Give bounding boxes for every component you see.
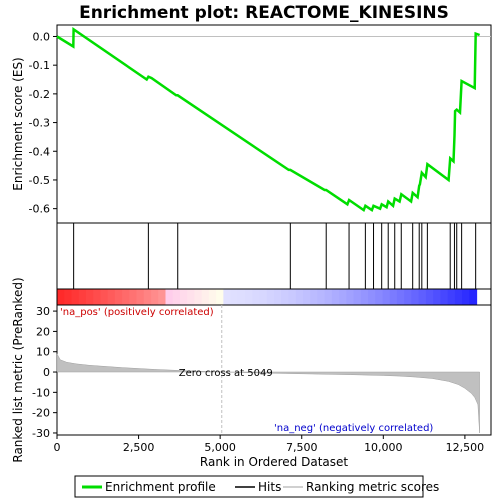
x-tick-label: 10,000 — [364, 441, 403, 454]
x-tick-label: 12,500 — [446, 441, 485, 454]
heatmap-cell — [462, 289, 470, 305]
heatmap-cell — [194, 289, 203, 305]
heatmap-cell — [339, 289, 347, 305]
heatmap-cell — [201, 289, 210, 305]
heatmap-cell — [360, 289, 369, 305]
heatmap-cell — [208, 289, 217, 305]
positive-correlation-label: 'na_pos' (positively correlated) — [60, 307, 214, 318]
metric-y-tick-label: -10 — [32, 386, 50, 399]
es-y-tick-label: -0.3 — [29, 117, 50, 130]
heatmap-cell — [158, 289, 167, 305]
heatmap-cell — [136, 289, 145, 305]
heatmap-cell — [418, 289, 427, 305]
es-panel-frame — [56, 24, 492, 224]
x-tick-label: 0 — [54, 441, 61, 454]
heatmap-cell — [454, 289, 463, 305]
heatmap-cell — [179, 289, 188, 305]
heatmap-cell — [93, 289, 101, 305]
legend-label: Hits — [258, 480, 281, 494]
heatmap-cell — [302, 289, 311, 305]
heatmap-cell — [259, 289, 268, 305]
heatmap-cell — [295, 289, 304, 305]
negative-correlation-label: 'na_neg' (negatively correlated) — [274, 423, 433, 434]
heatmap-cell — [317, 289, 326, 305]
metric-y-tick-label: -20 — [32, 407, 50, 420]
heatmap-cell — [107, 289, 116, 305]
metric-y-tick-label: 0 — [43, 366, 50, 379]
heatmap-cell — [368, 289, 376, 305]
es-axis-label: Enrichment score (ES) — [11, 57, 25, 190]
metric-y-tick-label: -30 — [32, 427, 50, 440]
heatmap-cell — [151, 289, 159, 305]
heatmap-cell — [122, 289, 130, 305]
heatmap-cell — [331, 289, 340, 305]
heatmap-cell — [252, 289, 261, 305]
heatmap-cell — [187, 289, 196, 305]
heatmap-cell — [78, 289, 87, 305]
heatmap-cell — [425, 289, 434, 305]
heatmap-cell — [469, 289, 478, 305]
heatmap-cell — [396, 289, 405, 305]
heatmap-cell — [245, 289, 253, 305]
es-y-tick-label: 0.0 — [33, 30, 51, 43]
heatmap-cell — [216, 289, 224, 305]
enrichment-profile-line — [56, 26, 481, 213]
heatmap-cell — [114, 289, 123, 305]
x-tick-label: 2,500 — [123, 441, 155, 454]
metric-y-tick-label: 10 — [36, 346, 50, 359]
heatmap-cell — [57, 289, 65, 305]
heatmap-cell — [230, 289, 239, 305]
heatmap-cell — [129, 289, 138, 305]
es-y-tick-label: -0.2 — [29, 88, 50, 101]
heatmap-cell — [440, 289, 449, 305]
legend-label: Enrichment profile — [105, 480, 216, 494]
heatmap-cell — [281, 289, 290, 305]
hits-panel-frame — [56, 222, 492, 290]
es-y-tick-label: -0.6 — [29, 203, 50, 216]
heatmap-cell — [143, 289, 152, 305]
ranking-metric-area — [56, 353, 480, 434]
es-y-tick-label: -0.4 — [29, 145, 50, 158]
heatmap-cell — [353, 289, 362, 305]
heatmap-cell — [165, 289, 174, 305]
heatmap-cell — [172, 289, 181, 305]
es-y-tick-label: -0.5 — [29, 174, 50, 187]
heatmap-cell — [288, 289, 297, 305]
chart-title: Enrichment plot: REACTOME_KINESINS — [79, 3, 449, 23]
heatmap-cell — [346, 289, 355, 305]
heatmap-cell — [324, 289, 333, 305]
heatmap-cell — [274, 289, 282, 305]
metric-y-tick-label: 20 — [36, 325, 50, 338]
zero-cross-label: Zero cross at 5049 — [179, 368, 273, 379]
x-axis: 0 2,500 5,000 7,500 10,000 12,500 — [54, 435, 485, 454]
heatmap-cell — [310, 289, 318, 305]
hit-markers — [73, 223, 477, 289]
x-tick-label: 7,500 — [286, 441, 318, 454]
heatmap-cell — [447, 289, 456, 305]
legend: Enrichment profile Hits Ranking metric sco… — [82, 480, 439, 494]
heatmap-cell — [389, 289, 398, 305]
heatmap-cell — [411, 289, 420, 305]
heatmap-cell — [404, 289, 413, 305]
metric-axis-label: Ranked list metric (PreRanked) — [11, 277, 25, 462]
x-axis-label: Rank in Ordered Dataset — [200, 455, 348, 469]
heatmap-cell — [100, 289, 109, 305]
heatmap-cell — [71, 289, 80, 305]
heatmap-cell — [375, 289, 384, 305]
metric-panel-axis: 30 20 10 0 -10 -20 -30 — [32, 305, 57, 440]
heatmap-cell — [85, 289, 94, 305]
legend-label: Ranking metric scores — [306, 480, 439, 494]
es-y-tick-label: -0.1 — [29, 59, 50, 72]
x-tick-label: 5,000 — [204, 441, 236, 454]
es-panel-axis: 0.0 -0.1 -0.2 -0.3 -0.4 -0.5 -0.6 — [29, 30, 491, 216]
heatmap-cell — [64, 289, 73, 305]
heatmap-cell — [382, 289, 391, 305]
rank-heatmap-strip — [57, 289, 478, 305]
heatmap-cell — [237, 289, 246, 305]
heatmap-cell — [266, 289, 275, 305]
heatmap-cell — [433, 289, 441, 305]
metric-y-tick-label: 30 — [36, 305, 50, 318]
heatmap-cell — [223, 289, 232, 305]
